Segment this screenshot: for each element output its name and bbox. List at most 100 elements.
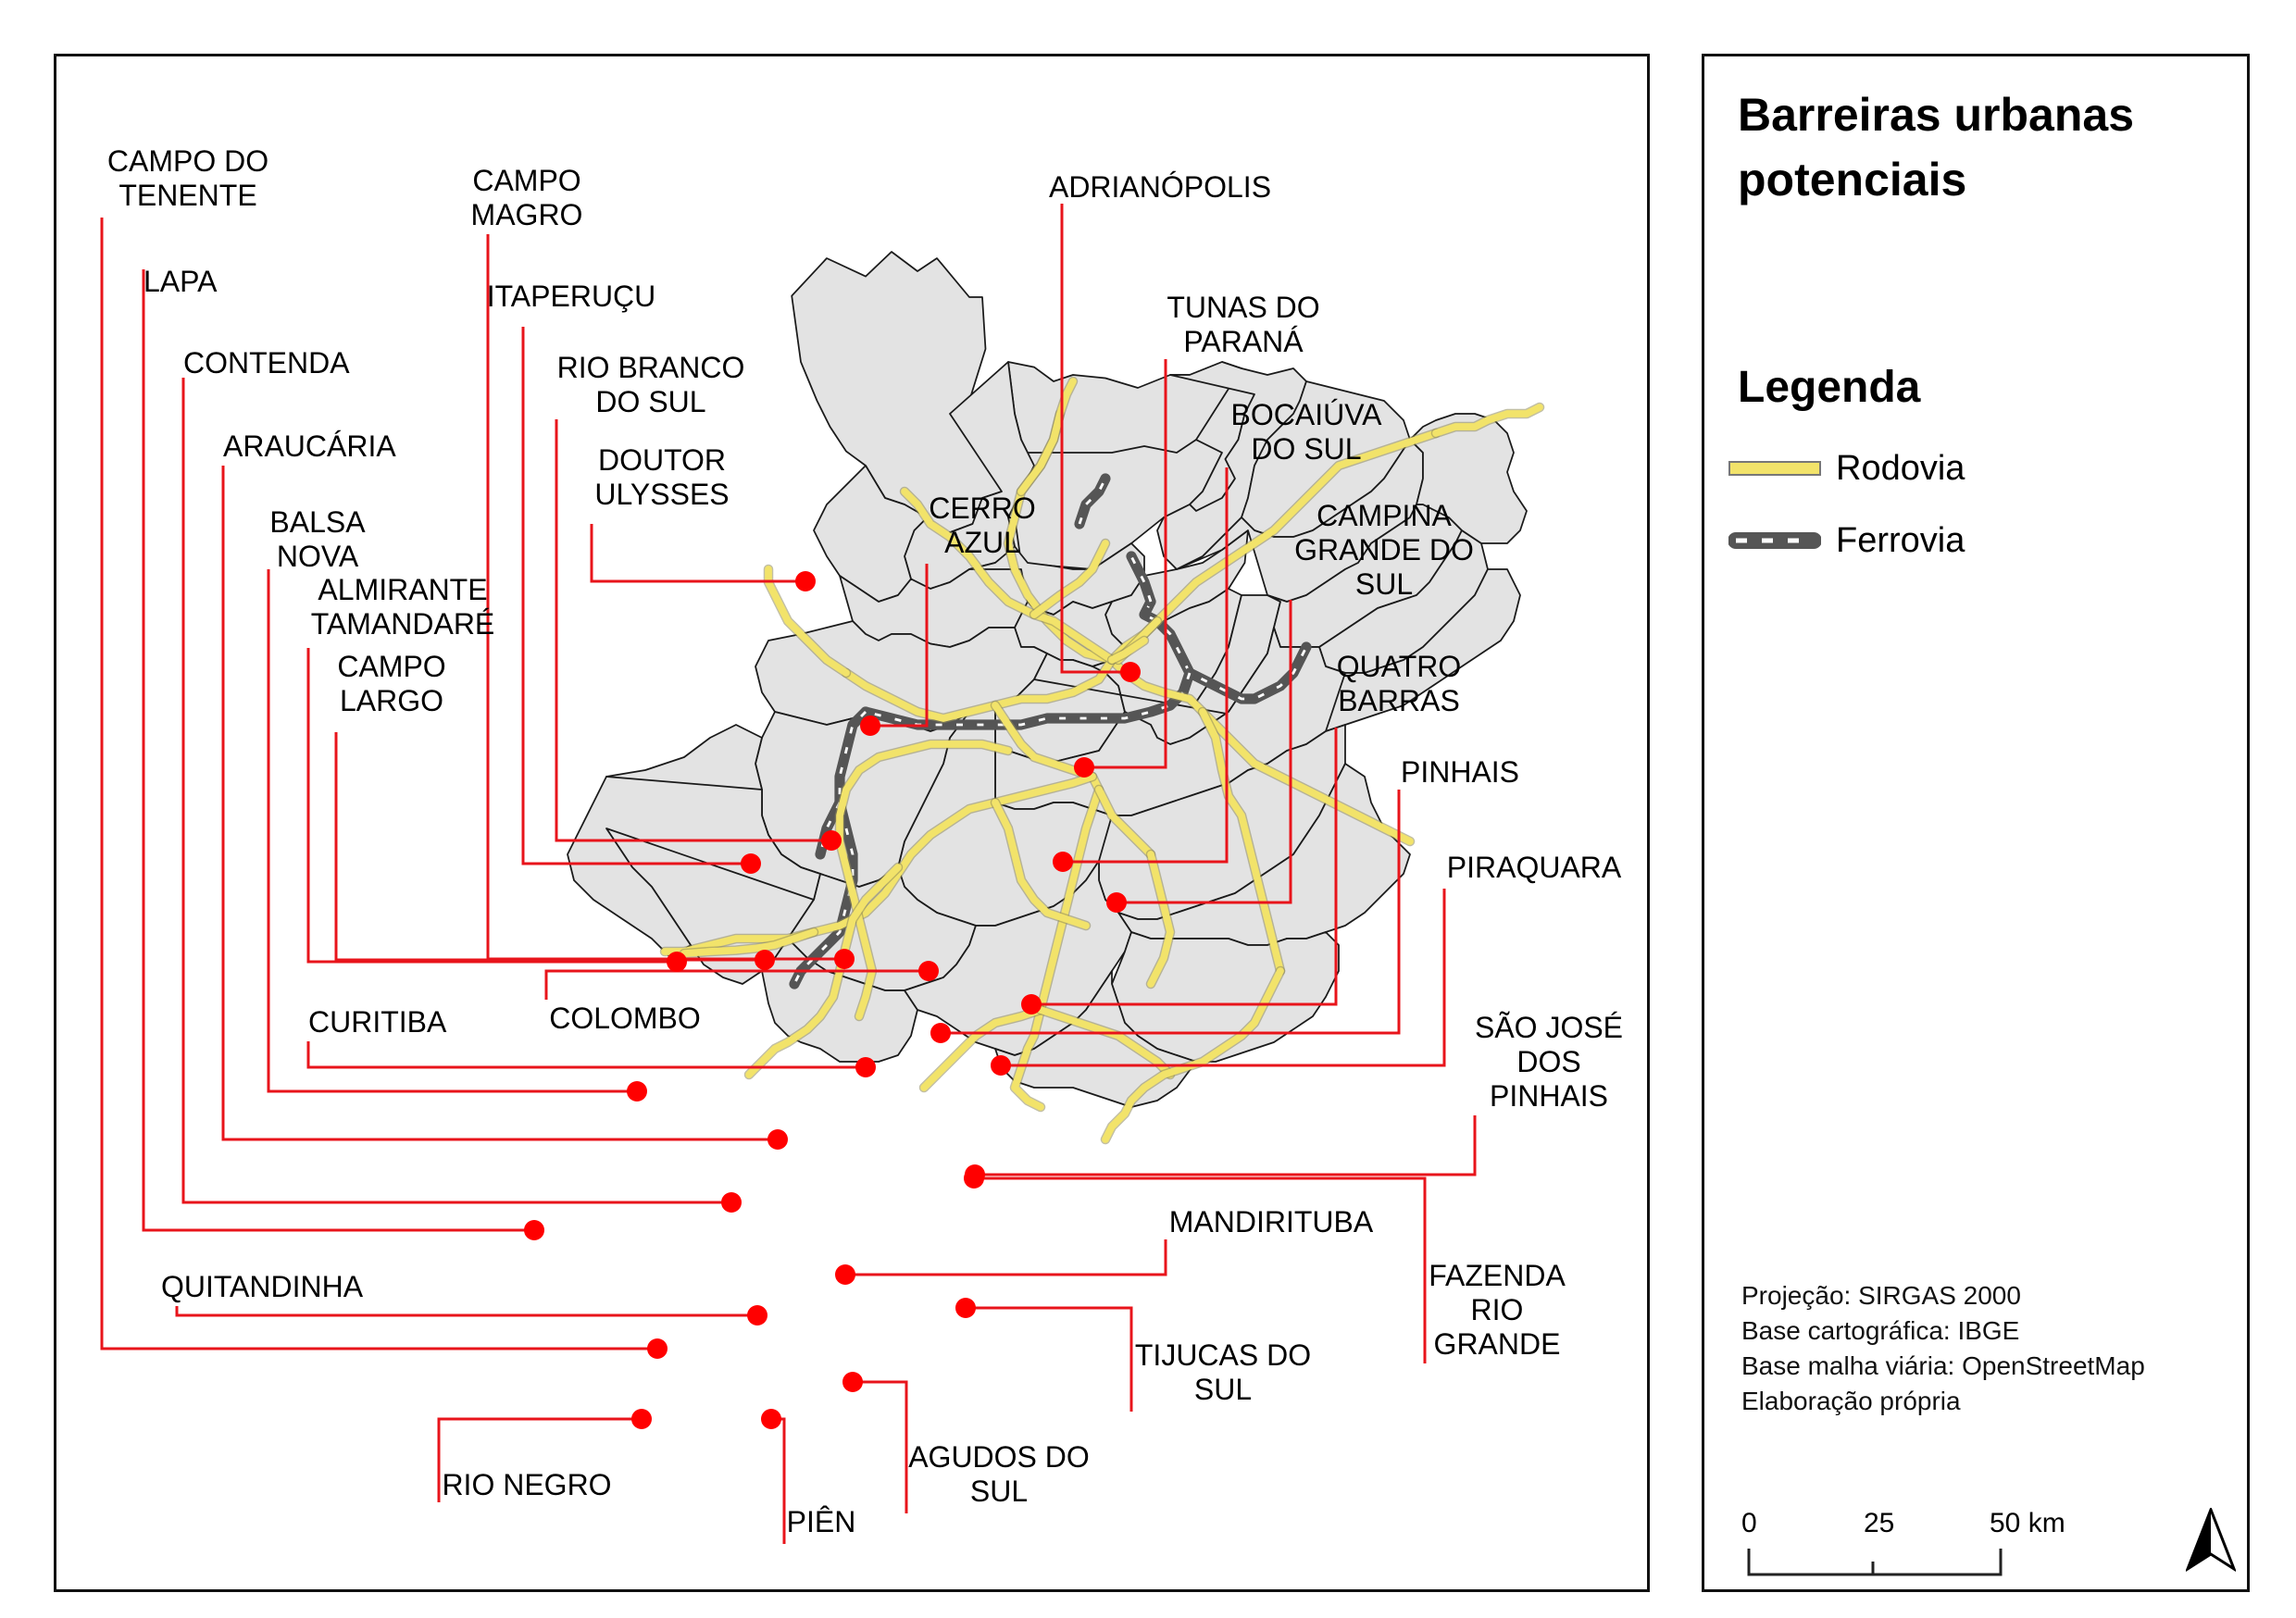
road-segment <box>1108 637 1148 664</box>
credit-projection: Projeção: SIRGAS 2000 <box>1741 1281 2021 1310</box>
municipality-label-line: SUL <box>1194 1373 1252 1406</box>
credit-author: Elaboração própria <box>1741 1387 1961 1415</box>
scale-tick-25: 25 <box>1864 1508 1894 1538</box>
road-segment <box>680 928 817 957</box>
municipality-seat-dot <box>835 1264 855 1285</box>
map-frame: CAMPO DO TENENTE LAPA CONTENDA ARAUCÁRIA BALS… <box>54 54 1650 1592</box>
credit-base: Base cartográfica: IBGE <box>1741 1316 2020 1345</box>
road-segment <box>1030 540 1109 618</box>
municipality-label-line: PARANÁ <box>1183 325 1304 358</box>
rail-segment-dash <box>1129 555 1153 603</box>
label-halo <box>543 1000 706 1037</box>
municipality-label-line: CAMPO <box>472 164 580 197</box>
municipality-label-line: ADRIANÓPOLIS <box>1049 170 1271 204</box>
legend-item-rail-label: Ferrovia <box>1836 520 1965 560</box>
municipality-label-line: PIÊN <box>787 1505 856 1538</box>
municipality-label: TIJUCAS DO SUL <box>1135 1338 1311 1406</box>
municipality-label: AGUDOS DO SUL <box>908 1440 1090 1508</box>
municipality-label-line: CAMPO DO <box>107 144 268 178</box>
leader-line <box>1001 889 1446 1067</box>
road-segment <box>765 566 850 677</box>
north-arrow-icon <box>2186 1508 2236 1573</box>
leader-line <box>590 524 805 583</box>
leader-line <box>221 466 778 1141</box>
municipality-label-line: RIO NEGRO <box>442 1468 611 1501</box>
municipality-seat-dot <box>860 716 880 736</box>
leader-line <box>142 269 534 1232</box>
road-segment <box>1108 656 1414 845</box>
municipality-label-line: TIJUCAS DO <box>1135 1338 1311 1372</box>
municipality-seat-dot <box>1021 994 1042 1014</box>
leader-line <box>845 1239 1167 1276</box>
leader-line <box>966 1306 1133 1412</box>
leader-line <box>1031 728 1338 1006</box>
municipality-label-line: ITAPERUÇU <box>487 280 656 313</box>
legend-item-road: Rodovia <box>1728 445 1965 492</box>
legend-title: Barreiras urbanas potenciais <box>1738 89 2135 205</box>
municipality-label: DOUTOR ULYSSES <box>594 443 729 511</box>
dashed-rail-line-icon <box>1728 532 1821 549</box>
scale-tick-0: 0 <box>1741 1508 1757 1538</box>
municipality-label: CERRO AZUL <box>929 492 1036 559</box>
municipality-seat-dot <box>964 1168 984 1189</box>
municipality-label-line: TENENTE <box>119 179 256 212</box>
municipality-seat-dot <box>842 1372 863 1392</box>
municipality-seat-dot <box>747 1305 767 1326</box>
municipality-seat-dot <box>631 1409 652 1429</box>
rail-segment-dash <box>1078 478 1107 525</box>
municipality-seat-dot <box>930 1023 951 1043</box>
road-segment <box>920 1006 1044 1091</box>
municipality-label: SÃO JOSÉ DOS PINHAIS <box>1475 1011 1623 1113</box>
leader-line <box>486 234 844 961</box>
credit-roads: Base malha viária: OpenStreetMap <box>1741 1351 2145 1380</box>
municipality-seat-dot <box>991 1055 1011 1076</box>
leader-line <box>974 1176 1427 1363</box>
municipality-seat-dot <box>524 1220 544 1240</box>
map-credits: Projeção: SIRGAS 2000 Base cartográfica:… <box>1741 1278 2145 1419</box>
municipality-label-line: COLOMBO <box>549 1002 701 1035</box>
municipality-label-line: PINHAIS <box>1401 755 1519 789</box>
municipality-label-line: GRANDE <box>1434 1327 1561 1361</box>
municipality-seat-dot <box>821 830 842 851</box>
municipality-area <box>1409 413 1528 544</box>
municipality-seat-dot <box>627 1081 647 1101</box>
municipality-label: ITAPERUÇU <box>487 280 656 313</box>
municipality-seat-dot <box>955 1298 976 1318</box>
municipality-label-line: ARAUCÁRIA <box>223 429 396 463</box>
municipality-label: RIO BRANCO DO SUL <box>557 351 745 418</box>
municipality-label-line: DO SUL <box>1251 432 1361 466</box>
municipality-seat-dot <box>755 950 775 970</box>
legend-item-rail: Ferrovia <box>1728 517 1965 564</box>
road-segment <box>1199 708 1284 975</box>
leader-line <box>521 327 751 865</box>
municipality-label: CAMPINA GRANDE DO SUL <box>1294 499 1474 601</box>
municipality-label: CONTENDA <box>183 346 350 380</box>
municipality-label: FAZENDA RIO GRANDE <box>1429 1259 1566 1361</box>
municipality-label: PINHAIS <box>1401 755 1519 789</box>
leader-line <box>437 1417 642 1502</box>
municipality-seat-dot <box>1106 892 1127 913</box>
road-segment <box>901 488 1116 664</box>
leader-line <box>306 1041 866 1069</box>
municipality-label: PIRAQUARA <box>1447 851 1622 884</box>
municipality-label: CURITIBA <box>308 1005 447 1039</box>
municipality-label-line: PIRAQUARA <box>1447 851 1622 884</box>
road-segment <box>1095 786 1154 858</box>
municipality-label-line: ALMIRANTE <box>318 573 487 606</box>
yellow-road-line-icon <box>1728 461 1821 476</box>
municipality-seat-dot <box>767 1129 788 1150</box>
municipality-seat-dot <box>918 961 939 981</box>
municipality-label-line: CONTENDA <box>183 346 350 380</box>
road-segment <box>842 656 1116 722</box>
municipality-label-line: LAPA <box>144 265 218 298</box>
rail-segment-dash <box>865 672 1192 727</box>
leader-line <box>555 419 831 842</box>
municipality-label-line: GRANDE DO <box>1294 533 1474 566</box>
rail-segment-dash <box>818 802 842 855</box>
municipality-label-line: QUATRO <box>1337 650 1462 683</box>
municipality-boundaries <box>567 251 1528 1108</box>
municipality-label: QUITANDINHA <box>161 1270 364 1303</box>
municipality-label-line: ULYSSES <box>594 478 729 511</box>
municipality-label-line: DOS <box>1516 1045 1580 1078</box>
municipality-label-line: BOCAIÚVA <box>1231 398 1383 431</box>
